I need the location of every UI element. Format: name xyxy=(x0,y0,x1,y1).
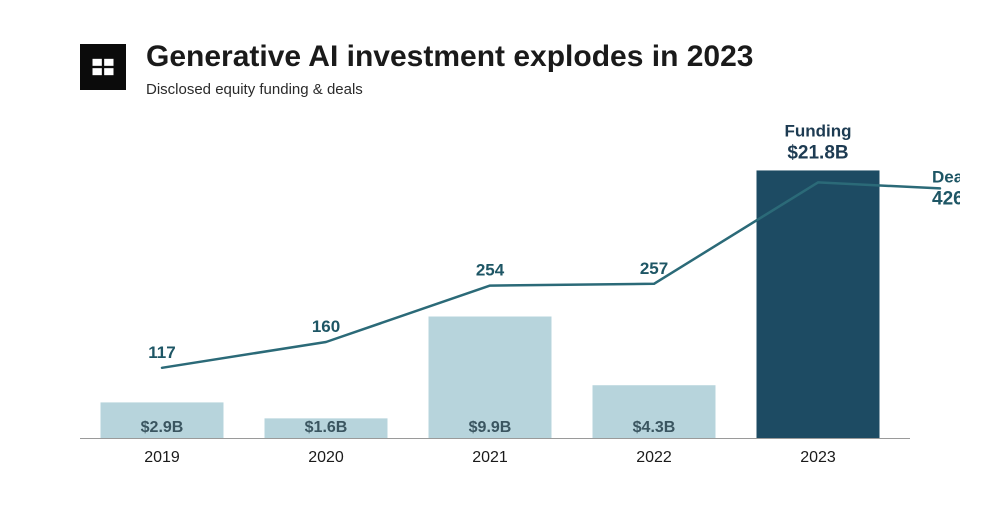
chart-svg: $2.9B 2019 $1.6B 2020 $9.9B 2021 $4.3B 2022 Fund… xyxy=(80,118,960,478)
deals-callout-value: 426 xyxy=(932,188,960,209)
category-label: 2023 xyxy=(800,449,836,466)
title-block: Generative AI investment explodes in 202… xyxy=(146,40,753,98)
deals-value-label: 160 xyxy=(312,317,340,336)
logo-icon xyxy=(80,44,126,90)
category-label: 2021 xyxy=(472,449,508,466)
bar-value-label: $1.6B xyxy=(305,419,348,436)
header: Generative AI investment explodes in 202… xyxy=(80,40,960,98)
bar-value-label: $4.3B xyxy=(633,419,676,436)
chart-subtitle: Disclosed equity funding & deals xyxy=(146,81,753,98)
bar-value-label: $2.9B xyxy=(141,419,184,436)
category-label: 2022 xyxy=(636,449,672,466)
funding-callout-title: Funding xyxy=(784,121,851,140)
page: Generative AI investment explodes in 202… xyxy=(0,0,1000,507)
category-label: 2020 xyxy=(308,449,344,466)
bar-value-label: $9.9B xyxy=(469,419,512,436)
category-label: 2019 xyxy=(144,449,180,466)
deals-callout-title: Deals xyxy=(932,167,960,186)
chart-title: Generative AI investment explodes in 202… xyxy=(146,40,753,75)
bar xyxy=(757,170,880,438)
deals-value-label: 257 xyxy=(640,258,668,277)
funding-callout-value: $21.8B xyxy=(787,142,848,163)
deals-value-label: 254 xyxy=(476,260,505,279)
chart-area: $2.9B 2019 $1.6B 2020 $9.9B 2021 $4.3B 2022 Fund… xyxy=(80,118,960,478)
deals-value-label: 117 xyxy=(148,342,175,361)
